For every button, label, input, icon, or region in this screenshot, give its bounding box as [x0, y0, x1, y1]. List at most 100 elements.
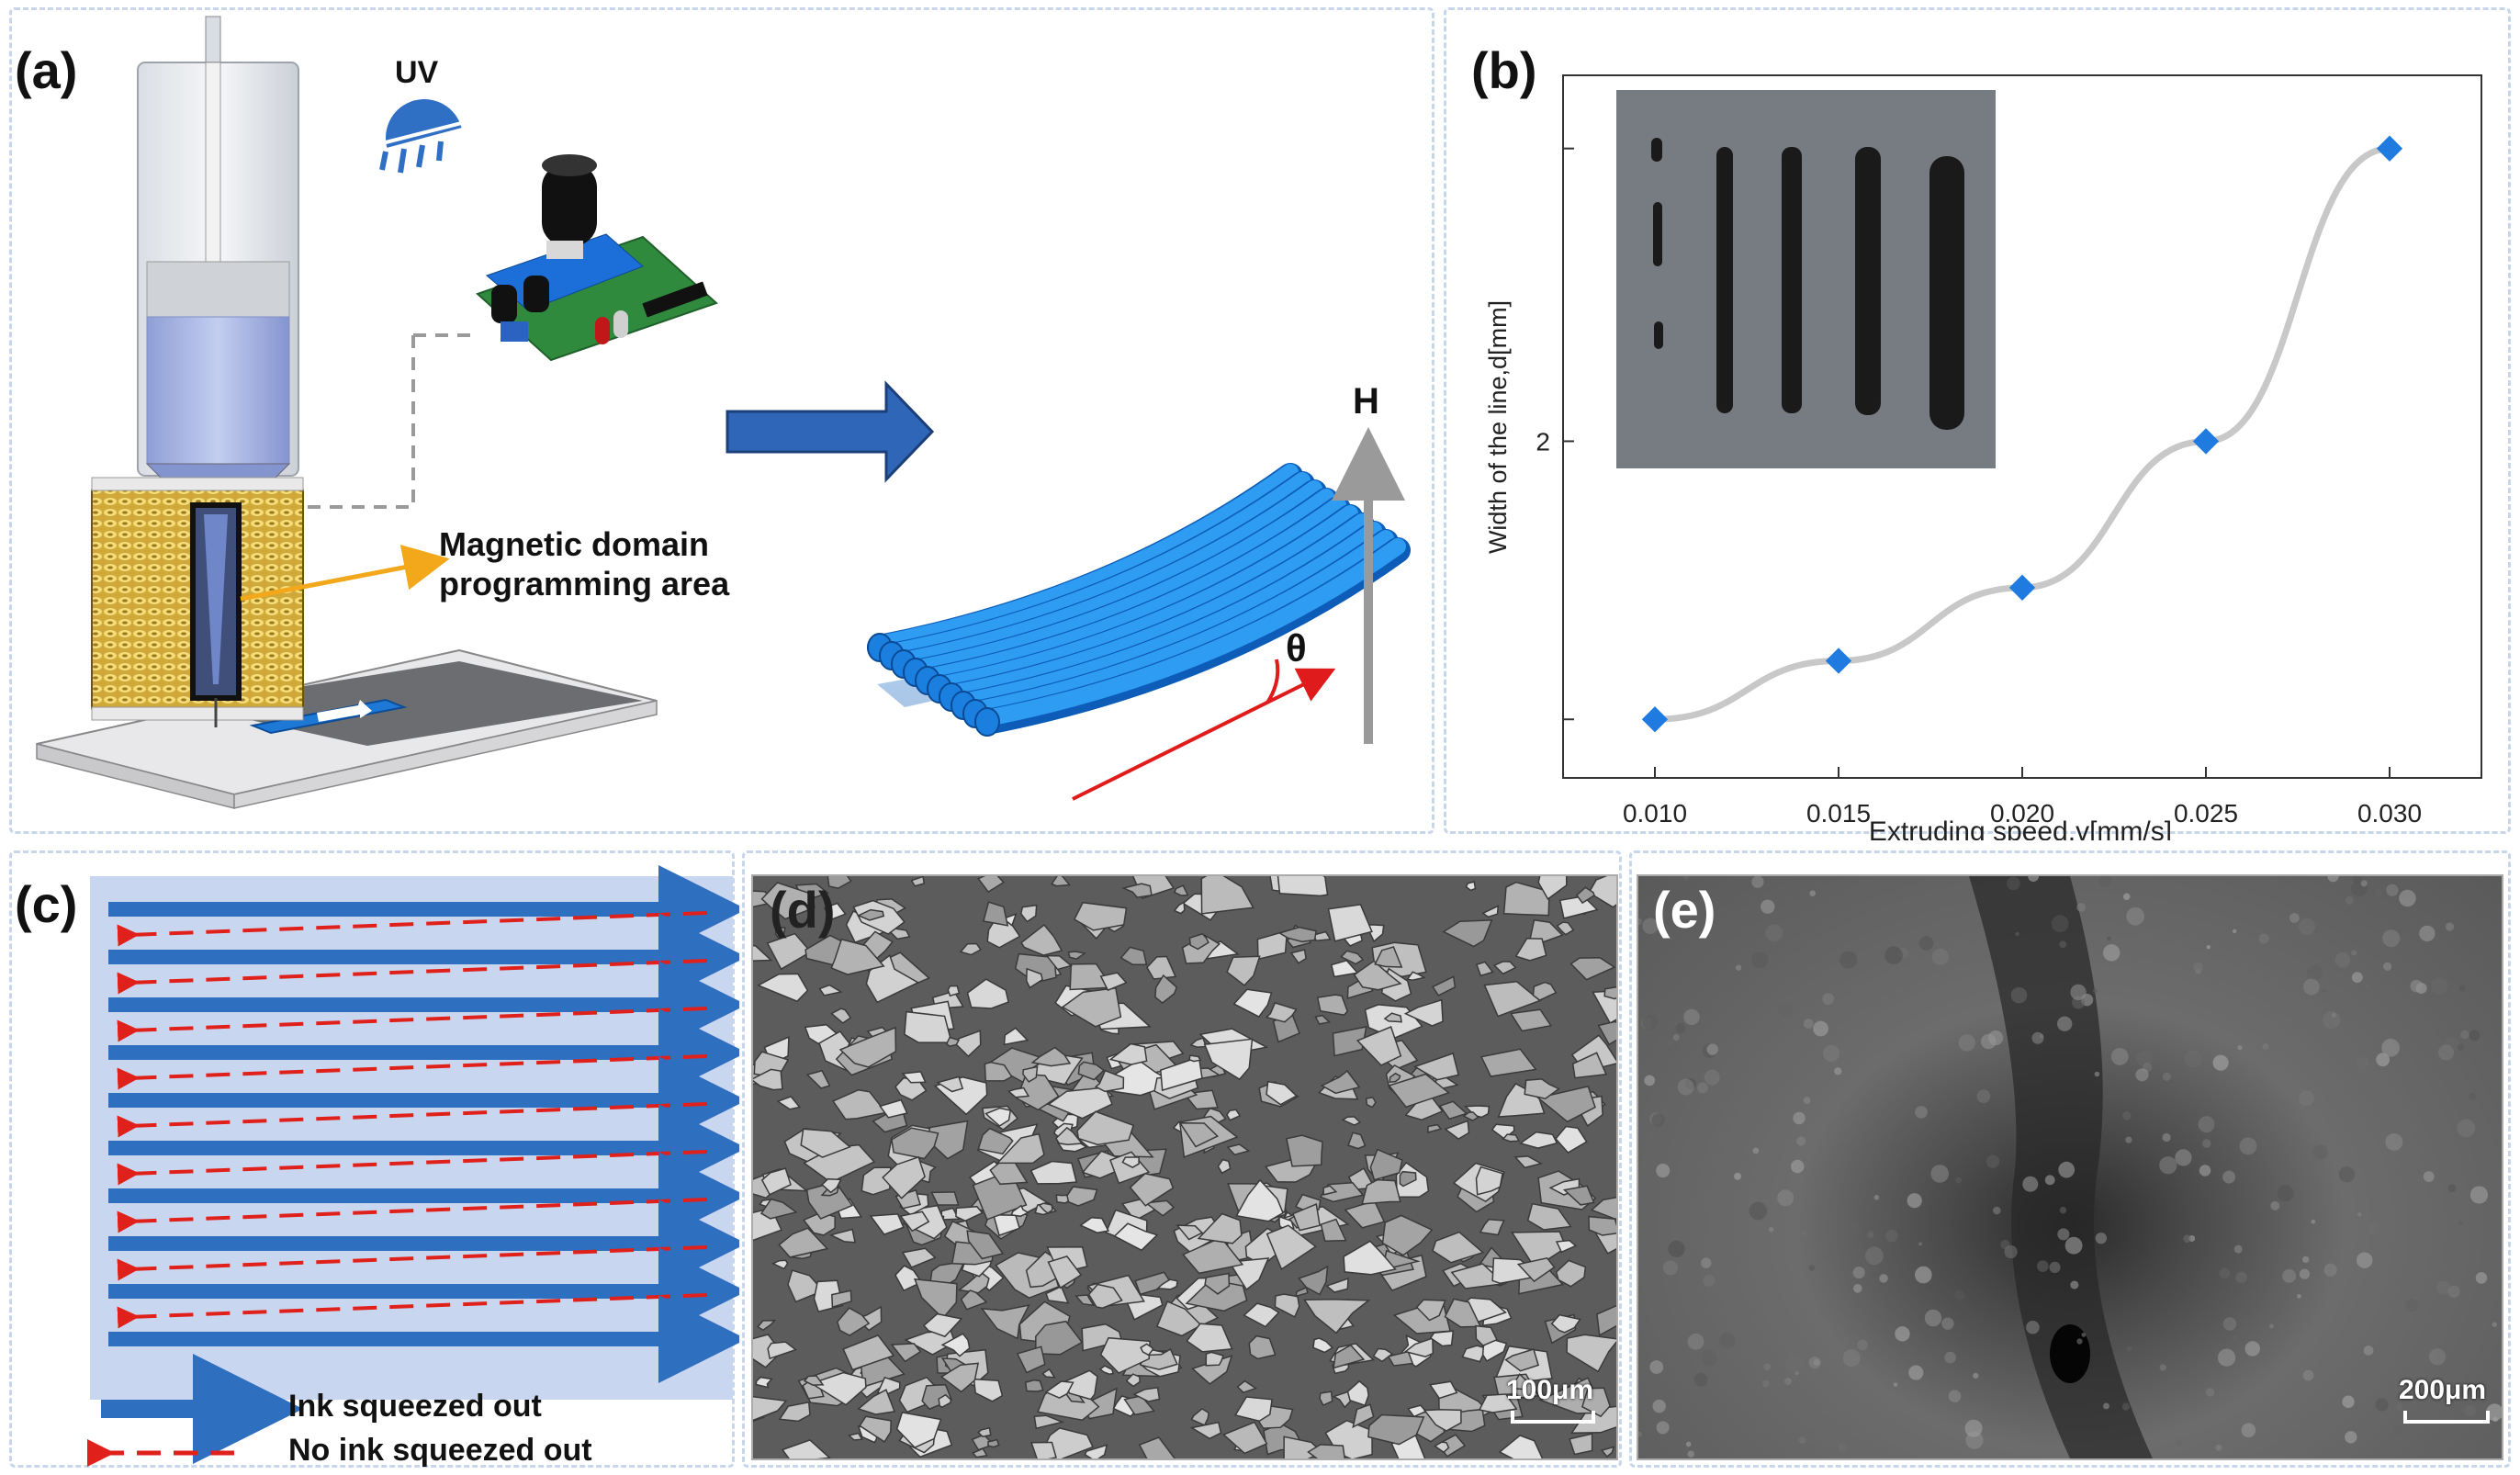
- surface-particle: [2469, 1186, 2489, 1204]
- surface-particle: [2206, 945, 2211, 950]
- surface-particle: [1955, 1177, 1963, 1184]
- surface-particle: [1703, 1274, 1716, 1287]
- flake: [1465, 881, 1477, 892]
- surface-particle: [1638, 1431, 1642, 1437]
- flake: [1155, 1300, 1203, 1337]
- flake: [820, 1177, 842, 1194]
- surface-particle: [2076, 902, 2087, 912]
- flake: [1041, 1368, 1056, 1379]
- flake: [1319, 1391, 1333, 1406]
- surface-particle: [2044, 1175, 2055, 1186]
- surface-particle: [2299, 918, 2316, 936]
- flake: [1390, 1431, 1426, 1458]
- surface-particle: [2445, 922, 2455, 931]
- panel-a-schematic: UV Magnetic domain programming area H: [36, 16, 1411, 809]
- flake: [1129, 1172, 1175, 1207]
- surface-particle: [2193, 962, 2203, 973]
- flake: [1403, 1337, 1434, 1357]
- flake: [776, 1096, 802, 1110]
- surface-particle: [1954, 1289, 1965, 1300]
- surface-particle: [1992, 1206, 2001, 1215]
- surface-particle: [1852, 1284, 1862, 1293]
- flake: [901, 1247, 937, 1268]
- surface-particle: [2222, 1317, 2237, 1331]
- flake: [1176, 1224, 1204, 1241]
- angle-arrow: [1072, 668, 1336, 801]
- surface-particle: [1701, 1257, 1712, 1268]
- surface-particle: [2438, 1044, 2455, 1061]
- flake: [1502, 1133, 1521, 1143]
- flake: [1374, 946, 1403, 968]
- flake: [830, 938, 885, 975]
- surface-particle: [1842, 1349, 1861, 1368]
- travel-path: [117, 1198, 708, 1233]
- surface-particle: [2405, 1299, 2419, 1312]
- surface-particle: [1884, 946, 1903, 965]
- surface-particle: [1895, 1326, 1910, 1342]
- surface-particle: [2049, 1261, 2061, 1273]
- surface-particle: [2136, 1051, 2153, 1067]
- surface-particle: [2121, 1402, 2131, 1411]
- flake: [1108, 1042, 1148, 1065]
- flake: [1289, 949, 1307, 964]
- surface-particle: [2323, 1011, 2341, 1030]
- flake: [1434, 1441, 1450, 1454]
- flake: [1341, 1116, 1362, 1126]
- flake: [1119, 946, 1148, 966]
- surface-particle: [2205, 1388, 2215, 1397]
- flake: [904, 1010, 953, 1043]
- surface-particle: [2447, 1184, 2457, 1193]
- flake: [996, 1132, 1045, 1165]
- flake: [766, 932, 812, 971]
- flake: [1232, 988, 1273, 1019]
- surface-particle: [2233, 1244, 2243, 1254]
- flake: [930, 1191, 960, 1206]
- scale-label-e: 200μm: [2399, 1375, 2487, 1405]
- surface-particle: [2125, 1136, 2132, 1143]
- flake: [939, 1362, 980, 1393]
- surface-particle: [2095, 1232, 2107, 1244]
- surface-particle: [1948, 1390, 1962, 1402]
- control-board-icon: [476, 154, 718, 362]
- surface-particle: [2070, 1280, 2079, 1289]
- surface-particle: [2323, 1263, 2337, 1277]
- surface-particle: [2410, 979, 2423, 993]
- flake: [778, 1401, 811, 1423]
- flake: [1353, 960, 1402, 991]
- surface-particle: [2122, 893, 2131, 900]
- flake: [828, 1228, 857, 1244]
- surface-particle: [2036, 1260, 2049, 1272]
- surface-particle: [2201, 1139, 2211, 1148]
- surface-particle: [2162, 1132, 2171, 1143]
- flake: [1200, 876, 1254, 915]
- flake: [1412, 1052, 1460, 1081]
- surface-particle: [2438, 1137, 2445, 1143]
- flake: [989, 1159, 1029, 1186]
- fiber-highlight: [955, 522, 1382, 710]
- flake: [1423, 1409, 1462, 1432]
- surface-particle: [1751, 951, 1769, 969]
- surface-particle: [2342, 1395, 2355, 1408]
- flake: [1016, 1073, 1060, 1111]
- surface-particle: [1893, 1382, 1898, 1387]
- flake: [1532, 981, 1558, 1001]
- surface-particle: [2135, 1068, 2149, 1082]
- surface-particle: [2383, 962, 2392, 972]
- surface-particle: [2026, 1320, 2040, 1334]
- flake: [1073, 901, 1128, 931]
- surface-particle: [1706, 1043, 1718, 1055]
- flake: [1069, 963, 1114, 991]
- flake: [987, 1438, 1000, 1448]
- surface-particle: [1958, 1034, 1976, 1052]
- surface-particle: [2258, 933, 2269, 944]
- surface-particle: [1808, 1356, 1821, 1369]
- flake: [1055, 1194, 1070, 1204]
- x-tick-label: 0.030: [2357, 799, 2422, 828]
- flake: [984, 1061, 1013, 1082]
- surface-particle: [1683, 1008, 1700, 1026]
- panel-b-frame: [1444, 7, 2511, 834]
- flake: [1277, 876, 1329, 897]
- surface-particle: [2270, 1200, 2280, 1210]
- surface-particle: [2381, 1039, 2400, 1057]
- surface-particle: [1749, 1201, 1768, 1221]
